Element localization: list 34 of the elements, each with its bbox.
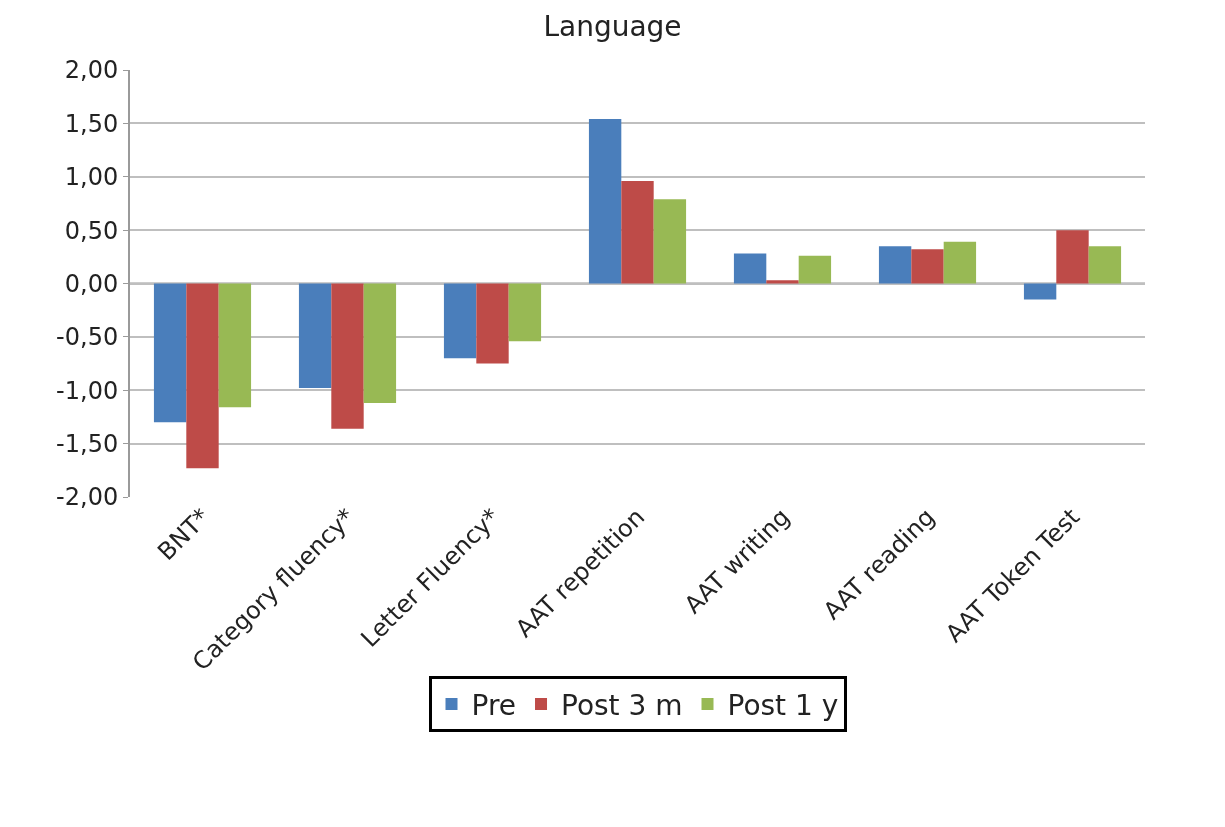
bar — [363, 283, 397, 404]
bar — [298, 283, 332, 389]
y-tick-label: 0,00 — [64, 269, 119, 298]
bar — [588, 119, 622, 284]
bar — [443, 283, 477, 359]
bar — [153, 283, 187, 423]
bar — [186, 283, 219, 469]
bar — [331, 283, 364, 429]
bar — [878, 246, 912, 284]
legend-label: Pre — [471, 688, 517, 722]
bar — [1023, 283, 1057, 300]
y-tick-label: 0,50 — [64, 216, 119, 245]
chart-title: Language — [543, 10, 682, 44]
y-tick-label: -1,50 — [56, 430, 119, 459]
y-tick-label: 2,00 — [64, 56, 119, 85]
bar — [621, 181, 654, 284]
bar — [476, 283, 509, 364]
bar — [1088, 246, 1122, 284]
y-tick-label: 1,00 — [64, 163, 119, 192]
bar — [218, 283, 252, 408]
y-tick-label: -1,00 — [56, 376, 119, 405]
bar — [911, 249, 944, 284]
legend-label: Post 1 y — [727, 688, 839, 722]
bar — [943, 241, 977, 284]
bar — [733, 253, 767, 284]
y-tick-label: 1,50 — [64, 109, 119, 138]
bar — [653, 199, 687, 284]
bar — [798, 255, 832, 284]
y-tick-label: -0,50 — [56, 323, 119, 352]
bar — [1056, 230, 1089, 284]
y-tick-label: -2,00 — [56, 483, 119, 512]
bar — [766, 280, 799, 284]
legend-label: Post 3 m — [561, 688, 683, 722]
bar — [508, 283, 542, 342]
